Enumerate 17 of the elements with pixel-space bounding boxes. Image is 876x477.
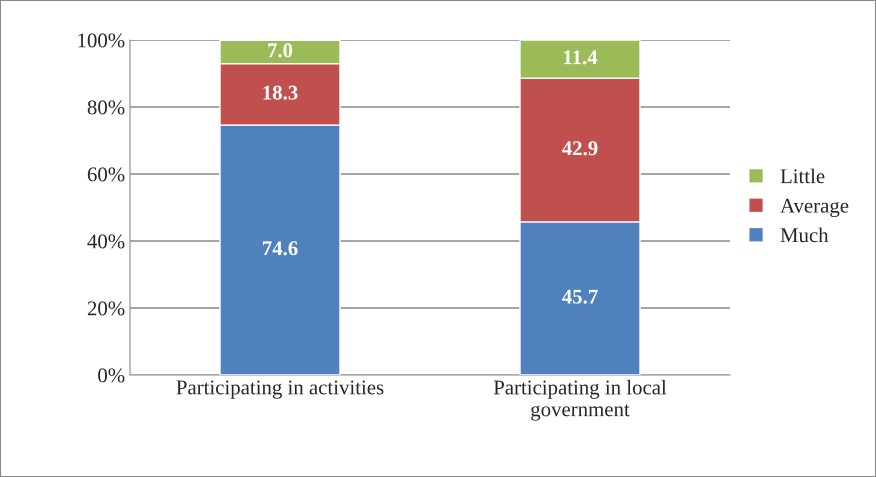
y-tick-label: 60%: [88, 167, 124, 182]
legend-label: Much: [780, 228, 828, 242]
data-label: 11.4: [564, 50, 598, 64]
y-tick-label: 0%: [98, 368, 124, 382]
y-tick-label: 20%: [88, 301, 124, 316]
y-tick-label: 100%: [78, 33, 124, 48]
x-tick-label: Participating in local government: [494, 380, 666, 421]
data-label: 74.6: [262, 241, 298, 256]
data-label: 45.7: [562, 290, 598, 304]
legend-label: Little: [780, 168, 824, 184]
data-label: 42.9: [562, 141, 598, 156]
data-label: 7.0: [268, 43, 292, 58]
y-tick-label: 40%: [87, 234, 124, 248]
legend-label: Average: [780, 198, 848, 218]
x-tick-label: Participating in activities: [176, 380, 384, 399]
data-label: 18.3: [263, 86, 298, 100]
y-tick-label: 80%: [88, 100, 124, 114]
